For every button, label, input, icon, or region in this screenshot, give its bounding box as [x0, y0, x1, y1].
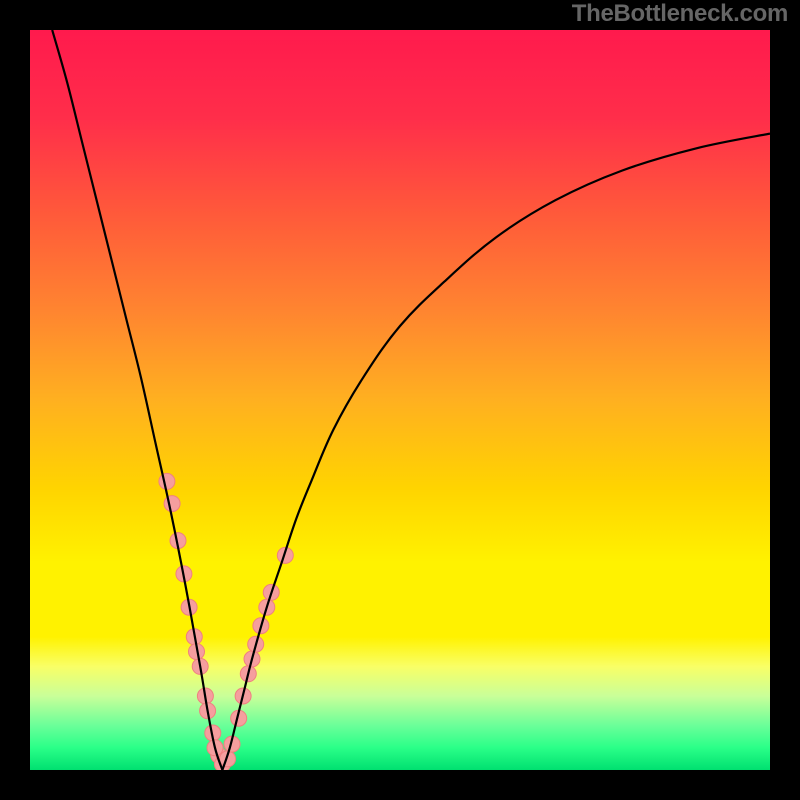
- data-point: [164, 496, 180, 512]
- data-point: [159, 473, 175, 489]
- plot-svg: [30, 30, 770, 770]
- plot-area: [30, 30, 770, 770]
- root: TheBottleneck.com: [0, 0, 800, 800]
- gradient-background: [30, 30, 770, 770]
- watermark-text: TheBottleneck.com: [572, 0, 788, 28]
